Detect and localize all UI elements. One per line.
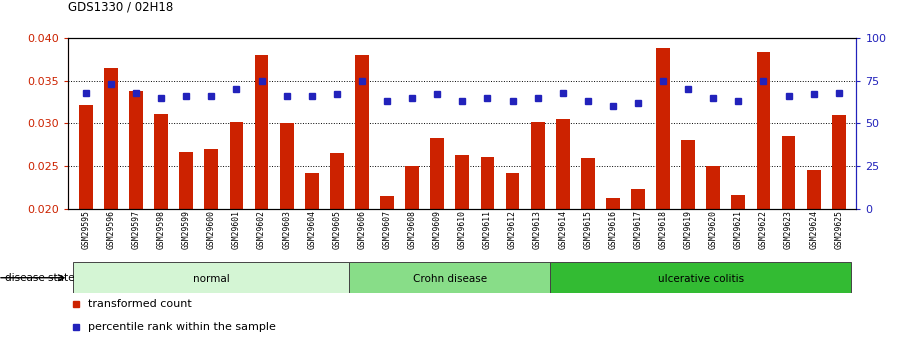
- Bar: [255, 55, 269, 209]
- Bar: [305, 173, 319, 209]
- Bar: [355, 55, 369, 209]
- Bar: [456, 155, 469, 209]
- Text: transformed count: transformed count: [88, 299, 192, 309]
- Text: disease state: disease state: [5, 273, 74, 283]
- Bar: [74, 262, 350, 293]
- Bar: [280, 124, 293, 209]
- Text: Crohn disease: Crohn disease: [413, 274, 486, 284]
- Text: normal: normal: [193, 274, 230, 284]
- Bar: [581, 158, 595, 209]
- Bar: [405, 166, 419, 209]
- Bar: [756, 52, 771, 209]
- Bar: [550, 262, 851, 293]
- Bar: [350, 262, 550, 293]
- Bar: [330, 153, 343, 209]
- Bar: [154, 114, 169, 209]
- Bar: [681, 140, 695, 209]
- Text: GDS1330 / 02H18: GDS1330 / 02H18: [68, 1, 174, 14]
- Bar: [506, 173, 519, 209]
- Bar: [631, 189, 645, 209]
- Bar: [230, 122, 243, 209]
- Bar: [832, 115, 845, 209]
- Bar: [380, 196, 394, 209]
- Bar: [556, 119, 569, 209]
- Bar: [706, 166, 721, 209]
- Bar: [531, 122, 545, 209]
- Bar: [480, 157, 495, 209]
- Bar: [129, 91, 143, 209]
- Bar: [79, 105, 93, 209]
- Text: ulcerative colitis: ulcerative colitis: [658, 274, 743, 284]
- Bar: [606, 198, 619, 209]
- Bar: [179, 151, 193, 209]
- Bar: [732, 195, 745, 209]
- Text: percentile rank within the sample: percentile rank within the sample: [88, 322, 276, 332]
- Bar: [204, 149, 219, 209]
- Bar: [782, 136, 795, 209]
- Bar: [807, 170, 821, 209]
- Bar: [104, 68, 118, 209]
- Bar: [656, 48, 670, 209]
- Bar: [430, 138, 445, 209]
